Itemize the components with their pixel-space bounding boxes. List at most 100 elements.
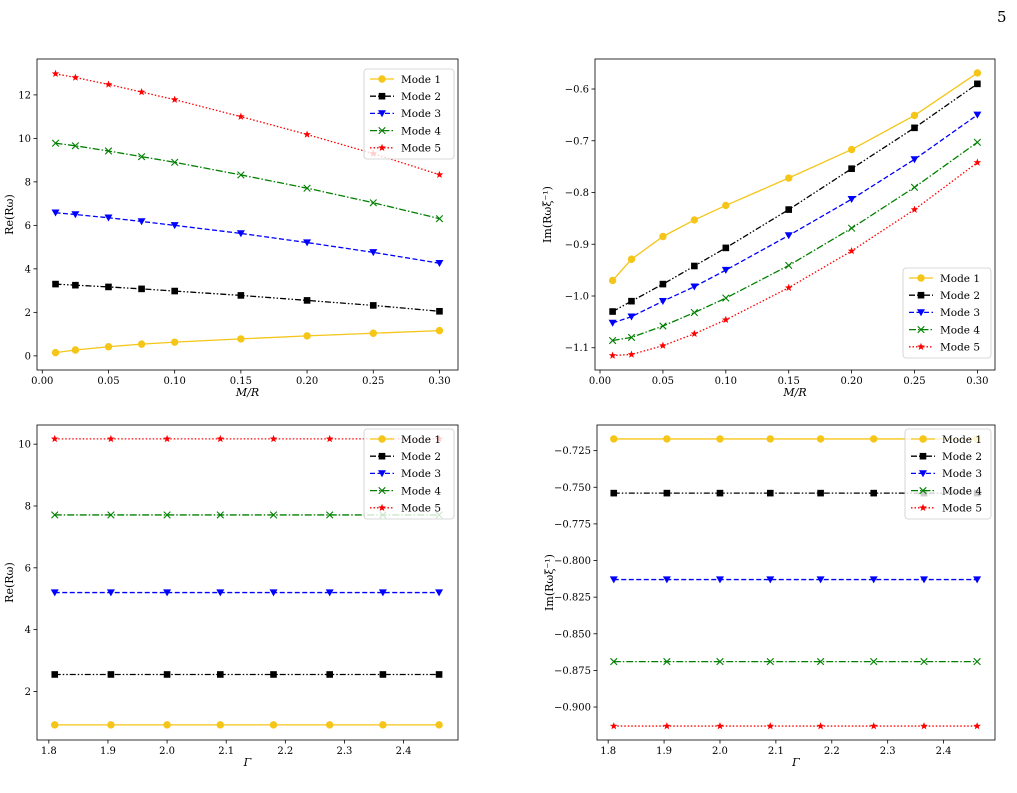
y-tick-label: 4 (25, 625, 31, 636)
data-point-mode1 (216, 721, 225, 729)
data-point-mode2 (107, 671, 115, 678)
data-point-mode5 (816, 722, 825, 730)
data-point-mode5 (137, 88, 146, 96)
data-point-mode5 (973, 158, 982, 166)
y-axis-label: Re(Rω) (3, 194, 16, 235)
data-point-mode5 (920, 722, 928, 730)
data-point-mode4 (170, 158, 179, 166)
data-point-mode4 (766, 657, 774, 666)
y-tick-label: −0.7 (565, 136, 589, 147)
x-tick-label: 2.4 (396, 746, 412, 757)
data-point-mode1 (170, 338, 179, 346)
legend-marker-mode3 (378, 470, 386, 478)
legend-marker-mode2 (919, 452, 927, 460)
data-point-mode2 (72, 281, 79, 289)
legend-label-mode5: Mode 5 (401, 503, 441, 515)
data-point-mode2 (691, 262, 698, 270)
y-axis-label: Im(Rωξ⁻¹) (543, 554, 556, 611)
data-point-mode3 (50, 589, 59, 597)
data-point-mode4 (659, 322, 667, 330)
legend: Mode 1 Mode 2 Mode 3 Mode 4 Mode 5 (363, 68, 455, 160)
data-point-mode3 (435, 260, 444, 268)
series-line-3 (55, 212, 440, 264)
data-point-mode4 (627, 333, 636, 342)
data-point-mode2 (628, 297, 635, 305)
x-tick-label: 0.30 (428, 376, 450, 387)
data-point-mode4 (216, 511, 224, 519)
data-point-mode2 (722, 244, 730, 252)
data-point-mode4 (716, 657, 724, 666)
x-tick-label: 2.1 (768, 746, 784, 757)
data-point-mode5 (269, 434, 278, 443)
x-tick-label: 0.00 (31, 376, 53, 387)
chart-panel-3: 1.8 1.9 2.0 2.1 2.2 2.3 2.4 2 4 6 8 10 Γ Re(Rω) Mode 1… (3, 424, 459, 769)
data-point-mode4 (785, 261, 793, 270)
data-point-mode2 (609, 308, 616, 315)
y-tick-label: −0.750 (554, 483, 591, 494)
legend-label-mode4: Mode 4 (401, 485, 441, 497)
legend-marker-mode5 (919, 503, 927, 512)
plot-frame (596, 424, 996, 741)
data-point-mode1 (303, 332, 311, 340)
data-point-mode3 (51, 209, 60, 217)
data-point-mode3 (236, 230, 245, 238)
y-tick-label: 2 (25, 687, 31, 698)
data-point-mode4 (610, 657, 618, 666)
legend-marker-mode5 (917, 342, 925, 351)
data-point-mode2 (171, 287, 178, 295)
x-tick-label: 0.00 (589, 376, 611, 387)
legend-marker-mode1 (378, 75, 386, 83)
y-tick-label: −0.8 (565, 188, 589, 199)
data-point-mode5 (435, 170, 444, 178)
legend-label-mode4: Mode 4 (401, 125, 441, 137)
data-point-mode3 (303, 239, 312, 247)
y-axis-label: Re(Rω) (3, 562, 16, 603)
data-point-mode4 (663, 657, 671, 666)
data-point-mode3 (216, 589, 225, 597)
x-tick-label: 0.15 (230, 376, 252, 387)
data-point-mode4 (910, 183, 919, 192)
y-tick-label: 4 (25, 264, 31, 275)
data-point-mode4 (870, 657, 878, 666)
y-tick-label: −0.900 (554, 703, 591, 714)
data-point-mode4 (137, 152, 146, 161)
y-tick-label: 0 (25, 351, 31, 362)
data-point-mode4 (847, 224, 856, 232)
x-tick-label: 2.3 (337, 746, 353, 757)
legend-marker-mode3 (917, 309, 925, 317)
data-point-mode4 (973, 657, 981, 666)
plot-frame (594, 58, 996, 371)
data-point-mode3 (662, 576, 671, 584)
legend-box (904, 428, 992, 520)
data-point-mode1 (910, 111, 919, 120)
data-point-mode2 (766, 489, 774, 497)
legend-label-mode4: Mode 4 (940, 324, 980, 336)
data-point-mode4 (608, 336, 617, 345)
data-point-mode5 (51, 69, 60, 78)
data-point-mode1 (869, 435, 878, 443)
data-point-mode2 (51, 671, 59, 678)
data-point-mode3 (106, 589, 115, 597)
data-point-mode3 (269, 589, 278, 597)
y-tick-label: 10 (18, 440, 31, 451)
data-point-mode3 (973, 576, 982, 584)
data-point-mode5 (104, 80, 113, 88)
data-point-mode4 (107, 511, 115, 519)
legend-marker-mode5 (378, 143, 386, 152)
data-point-mode5 (608, 351, 617, 359)
data-point-mode2 (848, 165, 855, 173)
legend-marker-mode2 (378, 92, 386, 100)
x-tick-label: 2.3 (880, 746, 896, 757)
data-point-mode1 (785, 174, 793, 182)
data-point-mode2 (138, 285, 145, 293)
data-point-mode5 (663, 722, 671, 730)
data-point-mode3 (378, 589, 387, 597)
data-point-mode2 (817, 489, 824, 497)
data-point-mode3 (973, 111, 982, 119)
data-point-mode2 (911, 124, 918, 132)
y-tick-label: −0.6 (565, 85, 589, 96)
legend-label-mode1: Mode 1 (940, 273, 980, 285)
data-point-mode5 (910, 205, 919, 213)
data-point-mode5 (784, 283, 793, 291)
